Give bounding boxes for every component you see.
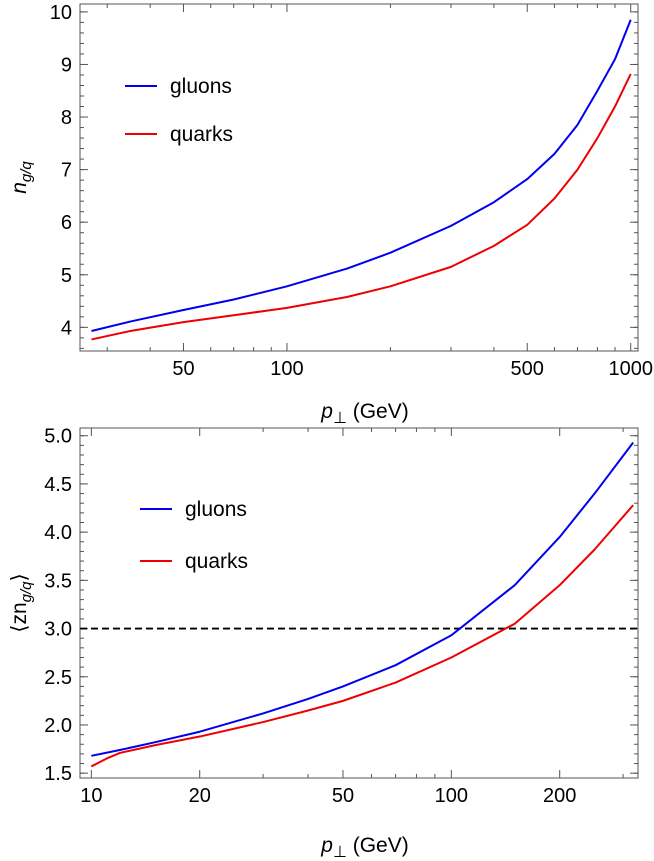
series-line-quarks [90, 504, 634, 768]
y-tick-label: 1.5 [44, 763, 72, 785]
y-tick-label: 6 [61, 212, 72, 234]
y-tick-label: 4 [61, 317, 72, 339]
y-tick-label: 10 [50, 2, 72, 24]
legend-label-quarks: quarks [185, 550, 248, 573]
x-tick-label: 20 [189, 785, 211, 807]
y-tick-label: 5.0 [44, 426, 72, 448]
x-tick-label: 500 [511, 358, 544, 380]
x-axis-label: p⊥ (GeV) [320, 834, 408, 861]
y-tick-label: 3.0 [44, 619, 72, 641]
y-tick-label: 8 [61, 107, 72, 129]
y-tick-label: 4.5 [44, 474, 72, 496]
legend-label-gluons: gluons [170, 75, 232, 98]
y-tick-label: 5 [61, 265, 72, 287]
x-tick-label: 50 [332, 785, 354, 807]
x-axis-label: p⊥ (GeV) [320, 400, 408, 427]
y-axis-label: ⟨zng/q⟩ [8, 573, 35, 632]
plot-frame [79, 3, 639, 352]
chart-panel-1: 50 100 500 1000 4 5 6 7 8 9 10 gluons quarks p⊥ (GeV)… [8, 2, 653, 427]
y-tick-label: 7 [61, 160, 72, 182]
y-tick-label: 3.5 [44, 570, 72, 592]
chart-panel-2: 10 20 50 100 200 1.5 2.0 2.5 3.0 3.5 4.0 4.5 5.0 gluo… [8, 426, 639, 861]
x-tick-label: 10 [80, 785, 102, 807]
x-tick-label: 200 [543, 785, 576, 807]
x-tick-label: 50 [172, 358, 194, 380]
x-tick-label: 100 [270, 358, 303, 380]
plot-frame [79, 427, 639, 779]
y-axis-label: ng/q [8, 161, 35, 194]
legend-label-quarks: quarks [170, 123, 233, 146]
y-tick-label: 2.0 [44, 715, 72, 737]
y-tick-label: 2.5 [44, 667, 72, 689]
y-tick-label: 4.0 [44, 522, 72, 544]
series-line-gluons [91, 19, 632, 332]
x-tick-label: 100 [435, 785, 468, 807]
y-tick-label: 9 [61, 54, 72, 76]
series-line-gluons [91, 441, 634, 757]
legend-label-gluons: gluons [185, 498, 247, 521]
series-line-quarks [91, 73, 632, 341]
x-tick-label: 1000 [608, 358, 653, 380]
